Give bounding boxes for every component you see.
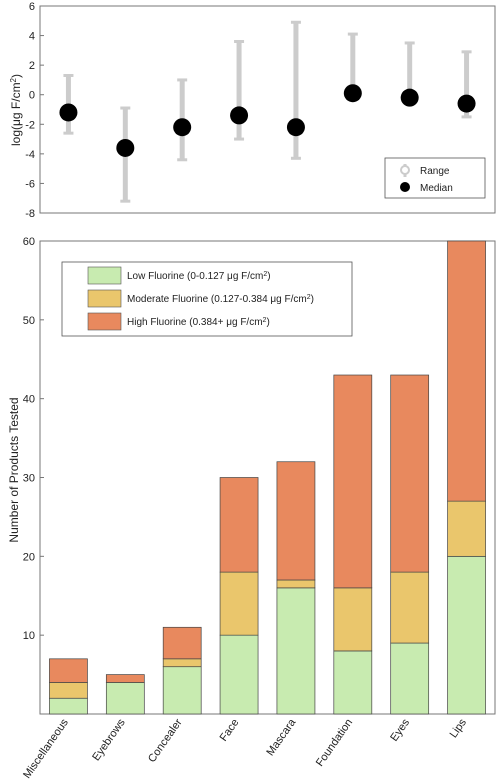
bar-segment-moderate xyxy=(276,579,316,589)
legend-swatch-high xyxy=(87,312,122,331)
stacked-bar-chart: 10 20 30 40 50 60 Miscellaneous Eyebrows Concea… xyxy=(7,236,496,781)
y-tick-label-top: 2 xyxy=(29,60,35,72)
legend-top: Range Median xyxy=(384,157,486,199)
y-axis-label-top: log(μg F/cm2) xyxy=(9,74,24,146)
legend-bottom: Low Fluorine (0-0.127 μg F/cm2) Moderate… xyxy=(61,261,353,337)
x-category-label: Lips xyxy=(448,716,470,740)
y-tick-label-bottom: 30 xyxy=(23,473,35,485)
bar-segment-high xyxy=(162,626,202,660)
bar-segment-high xyxy=(447,240,486,502)
legend-label-low: Low Fluorine (0-0.127 μg F/cm2) xyxy=(127,271,271,283)
y-tick-label-top: 4 xyxy=(29,31,35,43)
bar-segment-moderate xyxy=(390,571,430,644)
x-category-label: Eyebrows xyxy=(90,716,128,763)
bar-segment-moderate xyxy=(162,658,202,668)
y-tick-label-bottom: 20 xyxy=(23,551,35,563)
legend-median-marker xyxy=(400,182,410,192)
bar-segment-moderate xyxy=(333,587,373,652)
bar-segment-high xyxy=(333,374,373,589)
bar-segment-high xyxy=(105,674,145,683)
y-tick-label-bottom: 10 xyxy=(23,630,35,642)
legend-swatch-moderate xyxy=(87,289,122,308)
legend-range-icon xyxy=(400,164,410,177)
y-tick-label-bottom: 50 xyxy=(23,315,35,327)
x-category-label: Miscellaneous xyxy=(21,716,71,780)
median-point xyxy=(343,84,362,103)
bar-segment-moderate xyxy=(447,500,486,557)
bar-segment-low xyxy=(390,642,430,715)
median-point xyxy=(59,103,78,122)
y-tick-label-top: -2 xyxy=(25,119,35,131)
y-tick-label-top: 0 xyxy=(29,90,35,102)
bar-segment-low xyxy=(276,587,316,715)
median-point xyxy=(173,118,192,137)
y-tick-label-bottom: 60 xyxy=(23,236,35,248)
y-tick-label-top: -6 xyxy=(25,178,35,190)
bar-segment-high xyxy=(276,461,316,581)
legend-label-moderate: Moderate Fluorine (0.127-0.384 μg F/cm2) xyxy=(127,294,314,306)
y-axis-ticks-top: -8 -6 -4 -2 0 2 4 6 xyxy=(25,1,44,220)
bar-segment-low xyxy=(333,650,373,715)
legend-label-high: High Fluorine (0.384+ μg F/cm2) xyxy=(127,317,270,329)
median-point xyxy=(400,88,419,107)
median-markers xyxy=(59,84,476,157)
y-tick-label-top: 6 xyxy=(29,1,35,13)
bar-segment-low xyxy=(219,634,259,715)
median-point xyxy=(116,138,135,157)
bar-segment-high xyxy=(390,374,430,573)
x-axis-category-labels: Miscellaneous Eyebrows Concealer Face Mascar… xyxy=(21,716,469,781)
median-range-plot: -8 -6 -4 -2 0 2 4 6 log(μg F/cm2) Range Median xyxy=(9,1,496,220)
bar-segment-low xyxy=(105,682,145,715)
bar-segment-high xyxy=(219,477,259,573)
x-category-label: Eyes xyxy=(388,716,412,743)
bar-segment-low xyxy=(49,697,88,715)
y-tick-label-bottom: 40 xyxy=(23,394,35,406)
y-tick-label-top: -8 xyxy=(25,208,35,220)
legend-box-top xyxy=(384,157,486,199)
x-category-label: Foundation xyxy=(314,717,355,769)
legend-median-label: Median xyxy=(420,183,453,194)
bar-segment-high xyxy=(49,658,88,683)
bar-segment-moderate xyxy=(49,682,88,699)
legend-range-label: Range xyxy=(420,166,450,177)
legend-swatch-low xyxy=(87,266,122,285)
median-point xyxy=(286,118,305,137)
median-point xyxy=(457,94,476,113)
y-tick-label-top: -4 xyxy=(25,149,35,161)
bar-stacks xyxy=(49,240,486,715)
y-axis-ticks-bottom: 10 20 30 40 50 60 xyxy=(23,236,44,642)
x-category-label: Face xyxy=(218,717,242,744)
median-point xyxy=(230,106,249,125)
x-category-label: Concealer xyxy=(146,717,185,765)
x-category-label: Mascara xyxy=(264,716,299,758)
bar-segment-low xyxy=(162,666,202,715)
y-axis-label-bottom: Number of Products Tested xyxy=(7,397,21,542)
bar-segment-moderate xyxy=(219,571,259,636)
bar-segment-low xyxy=(447,555,486,715)
